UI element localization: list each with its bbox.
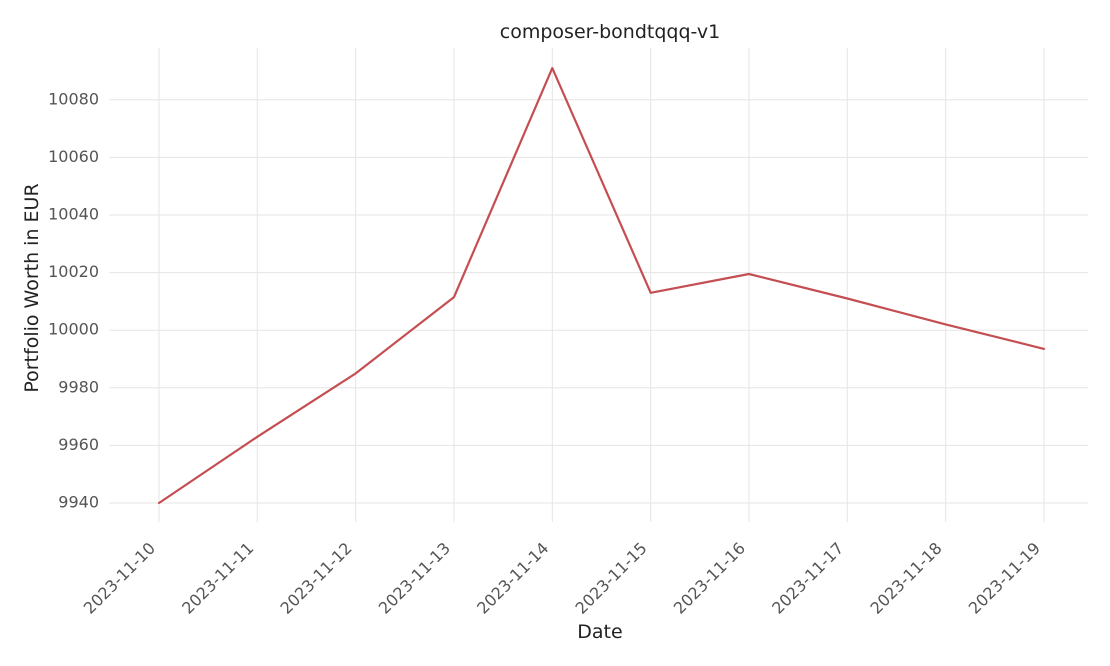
y-tick-labels: 9940 9960 9980 10000 10020 10040 10060 10080 xyxy=(48,89,99,511)
x-tick-label: 2023-11-18 xyxy=(866,539,945,618)
y-axis-title: Portfolio Worth in EUR xyxy=(21,183,43,392)
x-axis-title: Date xyxy=(577,621,622,643)
y-tick-label: 10080 xyxy=(48,89,99,108)
x-gridlines xyxy=(158,48,1045,522)
y-tick-label: 10000 xyxy=(48,320,99,339)
y-tick-label: 9960 xyxy=(58,435,99,454)
x-tick-label: 2023-11-15 xyxy=(571,539,650,618)
y-tick-label: 9940 xyxy=(58,493,99,512)
y-tick-label: 10020 xyxy=(48,262,99,281)
x-tick-label: 2023-11-12 xyxy=(276,539,355,618)
series-line xyxy=(157,66,1046,505)
series-layer xyxy=(157,66,1046,505)
x-tick-label: 2023-11-16 xyxy=(670,539,749,618)
x-tick-label: 2023-11-10 xyxy=(80,539,159,618)
chart-title: composer-bondtqqq-v1 xyxy=(500,21,720,43)
x-tick-label: 2023-11-11 xyxy=(178,539,257,618)
x-tick-label: 2023-11-19 xyxy=(965,539,1044,618)
x-tick-label: 2023-11-14 xyxy=(473,539,552,618)
y-tick-label: 10040 xyxy=(48,205,99,224)
y-gridlines xyxy=(109,99,1088,504)
y-tick-label: 10060 xyxy=(48,147,99,166)
x-tick-label: 2023-11-13 xyxy=(375,539,454,618)
x-tick-label: 2023-11-17 xyxy=(768,539,847,618)
x-tick-labels: 2023-11-10 2023-11-11 2023-11-12 2023-11-13… xyxy=(80,539,1044,618)
y-tick-label: 9980 xyxy=(58,377,99,396)
